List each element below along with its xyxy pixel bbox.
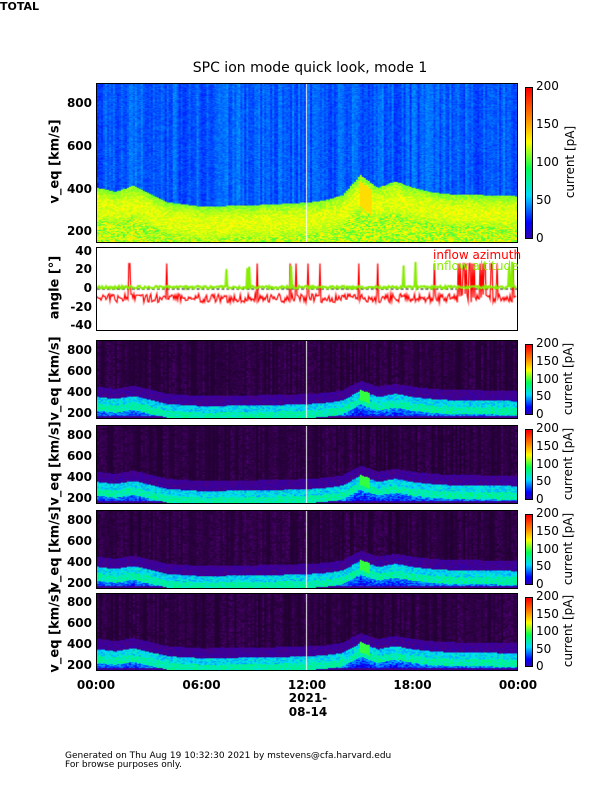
chart-title: SPC ion mode quick look, mode 1 [192,60,428,76]
legend-inflow-azimuth: inflow azimuth [433,248,522,262]
y-tick: 800 [66,342,92,357]
y-axis-label: v_eq [km/s] [47,588,63,673]
y-tick: 600 [66,533,92,548]
x-tick: 12:00 [287,678,327,692]
y-axis-label: v_eq [km/s] [47,335,63,421]
colorbar-tick: 0 [536,231,544,245]
panel-4-plot [96,425,518,504]
colorbar-3 [525,344,533,415]
y-tick: 600 [66,448,92,463]
colorbar-tick: 100 [536,624,559,638]
colorbar-tick: 200 [536,506,559,520]
panel-label: TOTAL [0,0,40,13]
colorbar-tick: 150 [536,117,559,131]
y-tick: 800 [66,427,92,442]
colorbar-tick: 0 [536,492,544,506]
colorbar-tick: 50 [536,389,552,404]
colorbar-tick: 150 [536,606,559,621]
colorbar-label: current [pA] [561,512,575,585]
y-tick: -20 [70,299,92,314]
colorbar-tick: 200 [536,79,559,93]
y-tick: 400 [66,384,92,399]
y-axis-label: angle [°] [47,255,63,320]
colorbar-tick: 200 [536,589,559,603]
colorbar-tick: 100 [536,541,559,556]
colorbar-label: current [pA] [563,125,577,199]
y-tick: 400 [66,181,92,196]
colorbar-tick: 150 [536,353,559,368]
y-axis-label: v_eq [km/s] [47,505,63,591]
colorbar-tick: 150 [536,438,559,453]
colorbar-5 [525,514,533,585]
panel-6-plot [96,593,518,671]
y-axis-label: v_eq [km/s] [47,420,63,506]
y-tick: 800 [66,512,92,527]
x-tick: 06:00 [182,678,221,692]
footer-generated: Generated on Thu Aug 19 10:32:30 2021 by… [65,751,392,761]
colorbar-tick: 100 [536,155,559,169]
footer-note: For browse purposes only. [65,760,182,770]
y-tick: 40 [75,243,92,258]
colorbar-label: current [pA] [561,427,575,500]
y-tick: 800 [66,595,92,610]
colorbar-tick: 0 [536,659,544,673]
panel-5-plot [96,510,518,589]
colorbar-6 [525,597,533,667]
panel-1-plot [96,83,518,243]
y-tick: 600 [66,139,92,153]
colorbar-tick: 100 [536,371,559,386]
colorbar-label: current [pA] [561,594,575,668]
legend-inflow-altitude: inflow altitude [433,259,519,273]
colorbar-tick: 0 [536,577,544,591]
y-tick: 200 [66,224,92,239]
x-tick: 00:00 [76,678,116,692]
colorbar-tick: 200 [536,336,559,350]
colorbar-tick: 100 [536,456,559,471]
y-tick: 600 [66,363,92,378]
x-tick: 18:00 [393,678,432,692]
panel-3-plot [96,340,518,419]
colorbar-tick: 50 [536,193,552,207]
colorbar-tick: 0 [536,407,544,421]
y-tick: -40 [70,318,92,333]
y-tick: 200 [66,657,92,672]
y-tick: 600 [66,616,92,631]
colorbar-tick: 200 [536,421,559,435]
colorbar-tick: 150 [536,523,559,538]
colorbar-tick: 50 [536,559,552,574]
colorbar-1 [525,87,533,239]
y-tick: 400 [66,637,92,651]
y-tick: 200 [66,490,92,505]
y-tick: 200 [66,405,92,420]
y-tick: 20 [75,262,92,277]
y-axis-label: v_eq [km/s] [47,119,63,204]
y-tick: 400 [66,469,92,484]
colorbar-4 [525,429,533,500]
colorbar-tick: 50 [536,474,552,489]
y-tick: 400 [66,554,92,569]
x-tick: 00:00 [498,678,538,692]
y-tick: 800 [66,96,92,111]
y-tick: 0 [83,281,92,295]
y-tick: 200 [66,575,92,590]
colorbar-label: current [pA] [561,342,575,415]
colorbar-tick: 50 [536,641,552,656]
panel-2-plot [96,247,518,331]
x-axis-label: 2021-08-14 [288,691,328,719]
